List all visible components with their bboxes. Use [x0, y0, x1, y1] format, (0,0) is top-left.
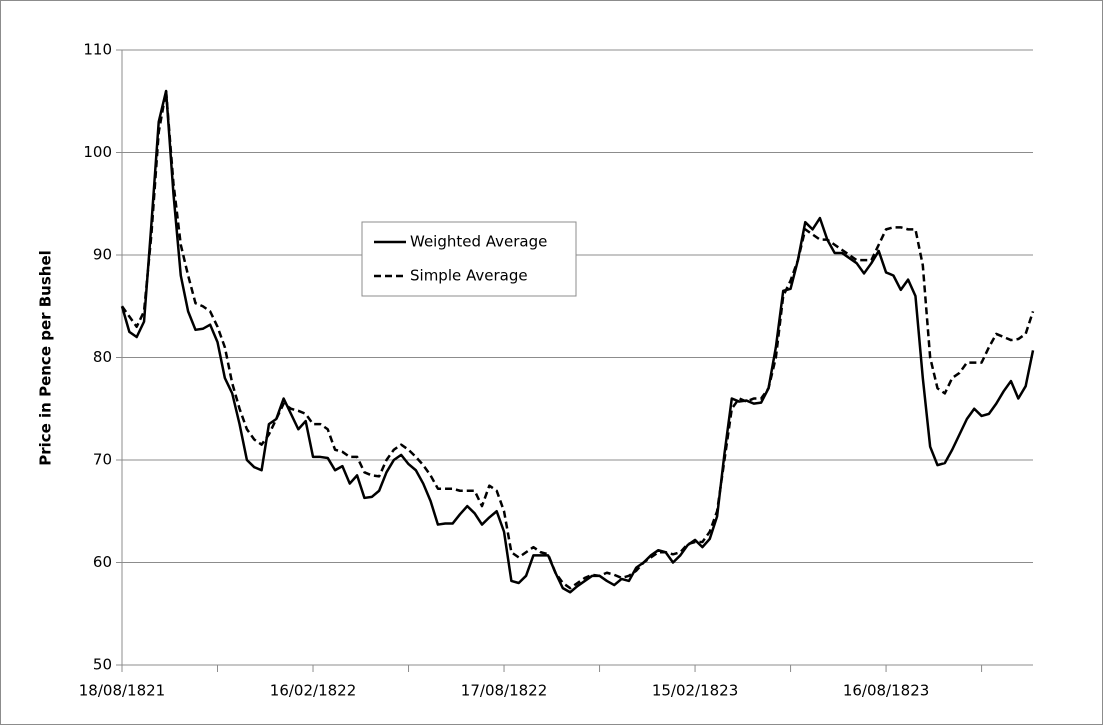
- y-tick-label: 50: [93, 656, 112, 674]
- legend-box: [361, 221, 577, 297]
- y-tick-label: 90: [93, 246, 112, 264]
- y-tick-label: 110: [83, 41, 112, 59]
- data-line: [120, 89, 1035, 594]
- legend-label: Weighted Average: [410, 233, 547, 251]
- y-tick-label: 60: [93, 553, 112, 571]
- y-tick-label: 100: [83, 143, 112, 161]
- legend-label: Simple Average: [410, 267, 528, 285]
- y-tick-label: 70: [93, 451, 112, 469]
- data-line: [120, 89, 1035, 590]
- y-axis-label: Price in Pence per Bushel: [37, 250, 55, 466]
- x-tick-label: 16/02/1822: [270, 682, 356, 700]
- y-tick-label: 80: [93, 348, 112, 366]
- x-tick-label: 18/08/1821: [79, 682, 165, 700]
- x-tick-label: 17/08/1822: [461, 682, 547, 700]
- x-tick-label: 15/02/1823: [652, 682, 738, 700]
- x-tick-label: 16/08/1823: [843, 682, 929, 700]
